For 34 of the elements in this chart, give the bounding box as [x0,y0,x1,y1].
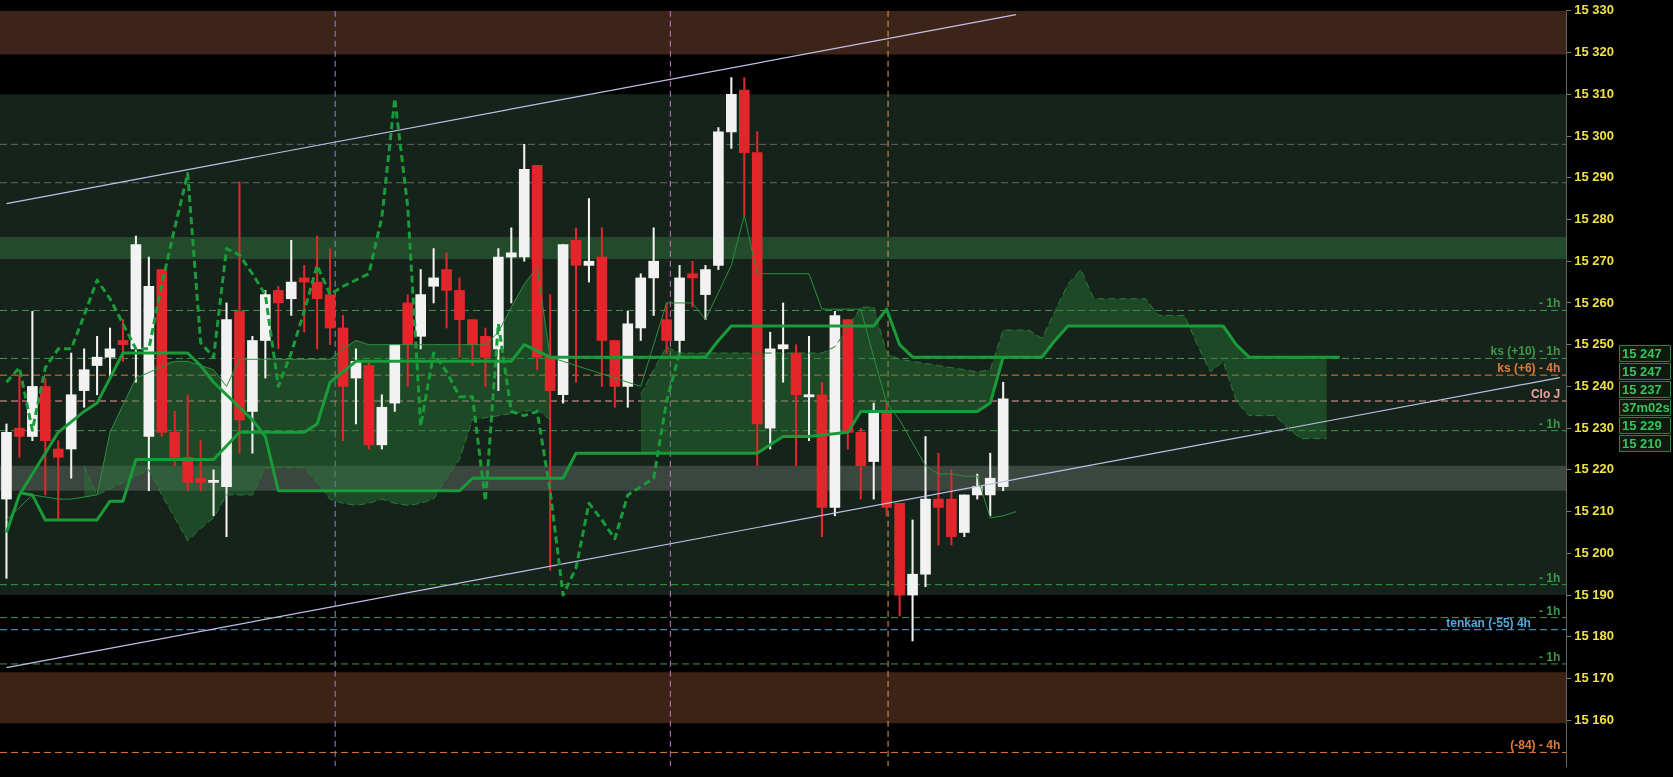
y-tick-label: 15 180 [1574,628,1614,644]
ref-line-label: - 1h [1538,570,1561,585]
ref-line-label: - 1h [1538,296,1561,311]
y-tick-label: 15 330 [1574,2,1614,18]
y-tick-label: 15 300 [1574,127,1614,143]
y-tick-label: 15 310 [1574,85,1614,101]
ref-line-label: ks (+6) - 4h [1497,361,1561,376]
y-tick-label: 15 190 [1574,586,1614,602]
y-tick-label: 15 170 [1574,670,1614,686]
y-tick-label: 15 230 [1574,419,1614,435]
text: 15 247 [1622,345,1662,361]
text: 15 229 [1622,417,1662,433]
ref-line-label: Clo J [1530,387,1561,402]
text: 15 210 [1622,435,1662,451]
y-tick-label: 15 220 [1574,461,1614,477]
ref-line-label: ks (+10) - 1h [1490,344,1561,359]
ref-line-label: (-84) - 4h [1510,738,1561,753]
text: 37m02s [1622,399,1670,415]
ref-line-label: - 1h [1538,416,1561,431]
y-tick-label: 15 200 [1574,544,1614,560]
text: 15 237 [1622,381,1662,397]
text: 15 247 [1622,363,1662,379]
y-tick-label: 15 240 [1574,377,1614,393]
y-tick-label: 15 290 [1574,169,1614,185]
y-tick-label: 15 250 [1574,336,1614,352]
ref-line-label: - 1h [1538,603,1561,618]
ref-line-label: - 1h [1538,649,1561,664]
y-tick-label: 15 210 [1574,503,1614,519]
y-tick-label: 15 320 [1574,44,1614,60]
y-tick-label: 15 270 [1574,252,1614,268]
y-tick-label: 15 160 [1574,711,1614,727]
ref-line-label: tenkan (-55) 4h [1446,615,1531,630]
y-tick-label: 15 280 [1574,211,1614,227]
y-tick-label: 15 260 [1574,294,1614,310]
